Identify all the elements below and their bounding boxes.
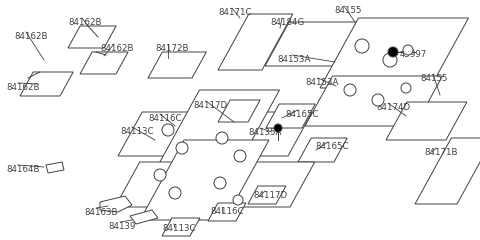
Circle shape — [388, 47, 398, 57]
Text: 84116C: 84116C — [148, 114, 181, 123]
Polygon shape — [298, 138, 347, 162]
Polygon shape — [80, 52, 128, 74]
Text: 84116C: 84116C — [210, 207, 243, 216]
Polygon shape — [386, 102, 467, 140]
Text: 84139: 84139 — [108, 222, 135, 231]
Circle shape — [274, 124, 282, 132]
Text: 84162B: 84162B — [100, 44, 133, 53]
Polygon shape — [415, 138, 480, 204]
Polygon shape — [218, 14, 293, 70]
Circle shape — [154, 169, 166, 181]
Text: 84155: 84155 — [334, 6, 361, 15]
Circle shape — [355, 39, 369, 53]
Text: 84165C: 84165C — [285, 110, 319, 119]
Text: 84117D: 84117D — [193, 101, 227, 110]
Polygon shape — [118, 112, 312, 156]
Polygon shape — [320, 18, 468, 88]
Text: 84153A: 84153A — [305, 78, 338, 87]
Circle shape — [401, 83, 411, 93]
Text: 84164B: 84164B — [6, 165, 39, 174]
Circle shape — [233, 195, 243, 205]
Circle shape — [216, 132, 228, 144]
Text: 84171B: 84171B — [424, 148, 457, 157]
Text: 84113C: 84113C — [120, 127, 154, 136]
Circle shape — [383, 53, 397, 67]
Polygon shape — [46, 162, 64, 173]
Polygon shape — [266, 104, 315, 128]
Polygon shape — [100, 196, 132, 212]
Text: 84117D: 84117D — [253, 191, 287, 200]
Polygon shape — [115, 162, 315, 207]
Text: 84184G: 84184G — [270, 18, 304, 27]
Polygon shape — [162, 218, 200, 236]
Circle shape — [214, 177, 226, 189]
Text: 84162B: 84162B — [68, 18, 101, 27]
Polygon shape — [305, 76, 443, 126]
Circle shape — [176, 142, 188, 154]
Circle shape — [169, 187, 181, 199]
Text: 84162B: 84162B — [14, 32, 48, 41]
Polygon shape — [265, 22, 357, 66]
Circle shape — [344, 84, 356, 96]
Polygon shape — [68, 26, 116, 48]
Text: 84171C: 84171C — [218, 8, 252, 17]
Polygon shape — [148, 52, 206, 78]
Polygon shape — [150, 90, 279, 180]
Circle shape — [403, 45, 413, 55]
Polygon shape — [130, 210, 158, 224]
Text: 84163B: 84163B — [84, 208, 118, 217]
Text: 84165C: 84165C — [315, 142, 348, 151]
Polygon shape — [20, 72, 73, 96]
Text: 84172B: 84172B — [155, 44, 189, 53]
Text: 84162B: 84162B — [6, 83, 39, 92]
Polygon shape — [248, 186, 286, 204]
Circle shape — [372, 94, 384, 106]
Text: 84153A: 84153A — [277, 55, 311, 64]
Polygon shape — [140, 140, 269, 220]
Circle shape — [234, 150, 246, 162]
Text: 45997: 45997 — [400, 50, 427, 59]
Circle shape — [162, 124, 174, 136]
Text: 84135A: 84135A — [248, 128, 281, 137]
Text: 84113C: 84113C — [162, 224, 195, 233]
Polygon shape — [218, 100, 260, 122]
Polygon shape — [208, 203, 246, 221]
Text: 84174D: 84174D — [376, 103, 410, 112]
Text: 84155: 84155 — [420, 74, 447, 83]
